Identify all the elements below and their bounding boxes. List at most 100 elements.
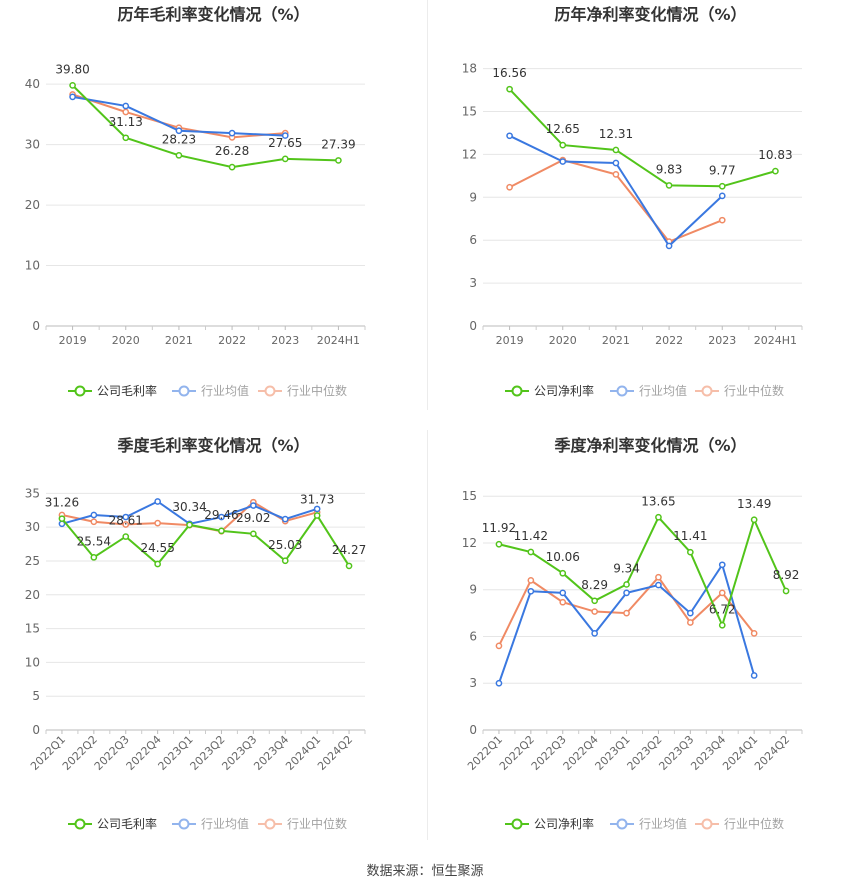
data-point-median: [154, 519, 161, 527]
legend-marker-icon: [701, 385, 713, 397]
data-point-company: [559, 141, 567, 149]
chart-quarterly-gross-margin-svg: 季度毛利率变化情况（%）051015202530352022Q12022Q220…: [25, 436, 367, 831]
data-point-avg: [154, 498, 161, 505]
legend-item-avg: 行业均值: [610, 816, 687, 831]
chart-title: 历年毛利率变化情况（%）: [117, 5, 309, 24]
data-point-company: [58, 515, 66, 523]
y-tick-label: 9: [469, 190, 477, 204]
data-point-company: [718, 621, 726, 629]
data-label: 12.31: [599, 127, 633, 141]
data-point-company: [154, 560, 161, 568]
data-label: 27.39: [321, 137, 355, 151]
chart-quarterly-net-margin: 季度净利率变化情况（%） 0 3 6 9 12 15 2022Q1 2022Q2 2022Q3 20…: [428, 430, 850, 850]
data-point-avg: [281, 515, 289, 523]
data-label: 29.46: [204, 508, 238, 522]
data-point-company: [495, 540, 503, 548]
legend-marker-icon: [178, 818, 190, 830]
data-point-avg: [122, 513, 130, 521]
data-label: 13.65: [641, 494, 675, 508]
legend-label: 行业中位数: [724, 816, 784, 831]
data-point-company: [250, 530, 257, 538]
data-point-avg: [495, 679, 503, 687]
data-label: 11.41: [673, 529, 707, 543]
data-point-avg: [313, 505, 321, 513]
data-label: 24.55: [140, 541, 174, 555]
chart-quarterly-net-margin-svg: 季度净利率变化情况（%）036912152022Q12022Q22022Q320…: [462, 436, 803, 831]
data-point-median: [687, 619, 694, 626]
y-tick-label: 15: [25, 622, 40, 636]
data-point-company: [612, 146, 620, 154]
data-point-company: [506, 85, 513, 93]
legend-item-company: 公司毛利率: [68, 816, 157, 831]
y-tick-label: 30: [25, 520, 40, 534]
data-point-avg: [90, 511, 98, 519]
data-label: 6.72: [709, 602, 736, 616]
data-point-company: [281, 557, 289, 565]
data-label: 39.80: [55, 62, 89, 76]
data-label: 28.61: [109, 514, 143, 528]
data-label: 9.83: [656, 162, 683, 176]
y-tick-label: 0: [32, 319, 40, 333]
legend-item-median: 行业中位数: [258, 816, 347, 831]
legend-label: 行业中位数: [287, 383, 347, 398]
x-tick-label: 2022: [655, 334, 683, 347]
series-line-company: [61, 513, 350, 567]
data-point-avg: [228, 129, 236, 137]
data-point-company: [186, 521, 193, 529]
y-tick-label: 10: [25, 655, 40, 669]
data-point-avg: [718, 192, 726, 200]
x-tick-label: 2019: [59, 334, 87, 347]
data-point-avg: [655, 581, 662, 589]
data-point-company: [218, 527, 225, 535]
data-point-company: [750, 516, 758, 524]
data-label: 13.49: [737, 497, 771, 511]
chart-annual-net-margin: 历年净利率变化情况（%） 0 3 6 9 12 15 18 2019 2020 2021 2022 20…: [428, 0, 850, 410]
data-label: 8.29: [581, 578, 608, 592]
legend-label: 公司净利率: [534, 383, 594, 398]
y-tick-label: 0: [469, 319, 477, 333]
data-point-company: [313, 512, 321, 519]
legend-marker-icon: [178, 385, 190, 397]
data-label: 8.92: [773, 568, 800, 582]
vertical-divider-top: [427, 0, 428, 410]
y-tick-label: 35: [25, 486, 40, 500]
x-tick-label: 2019: [496, 334, 524, 347]
y-tick-label: 0: [469, 723, 477, 737]
y-tick-label: 40: [25, 77, 40, 91]
x-tick-label: 2023: [271, 334, 299, 347]
data-label: 27.65: [268, 136, 302, 150]
legend-label: 公司毛利率: [97, 383, 157, 398]
legend-marker-icon: [616, 385, 628, 397]
legend-item-avg: 行业均值: [172, 816, 249, 831]
data-point-median: [612, 171, 620, 178]
data-label: 26.28: [215, 144, 249, 158]
y-tick-label: 25: [25, 554, 40, 568]
chart-annual-gross-margin-svg: 历年毛利率变化情况（%） 0 10 20 30 40 2019 2020 2021 2022 202…: [25, 5, 366, 398]
y-tick-label: 12: [462, 147, 477, 161]
legend-marker-icon: [264, 385, 276, 397]
legend-marker-icon: [74, 385, 86, 397]
data-label: 28.23: [162, 132, 196, 146]
y-tick-label: 20: [25, 198, 40, 212]
legend-label: 行业均值: [639, 383, 687, 398]
data-point-median: [559, 598, 567, 606]
legend-marker-icon: [701, 818, 713, 830]
x-tick-label: 2020: [112, 334, 140, 347]
legend-item-company: 公司净利率: [505, 816, 594, 831]
data-label: 9.77: [709, 163, 736, 177]
x-tick-label: 2023: [708, 334, 736, 347]
data-label: 25.54: [77, 534, 111, 548]
y-tick-label: 15: [462, 104, 477, 118]
data-point-company: [687, 548, 694, 556]
x-tick-label: 2024Q2: [752, 733, 792, 773]
data-point-company: [591, 597, 598, 605]
data-point-avg: [612, 159, 620, 167]
y-tick-label: 0: [32, 723, 40, 737]
legend-marker-icon: [616, 818, 628, 830]
data-point-company: [527, 548, 535, 556]
data-point-company: [623, 581, 630, 588]
data-point-company: [665, 182, 673, 189]
legend-item-median: 行业中位数: [695, 816, 784, 831]
chart-quarterly-gross-margin: 季度毛利率变化情况（%） 0 5 10 15 20 25 30 35 2022Q1 2022Q2 20…: [0, 430, 425, 850]
data-label: 12.65: [546, 122, 580, 136]
